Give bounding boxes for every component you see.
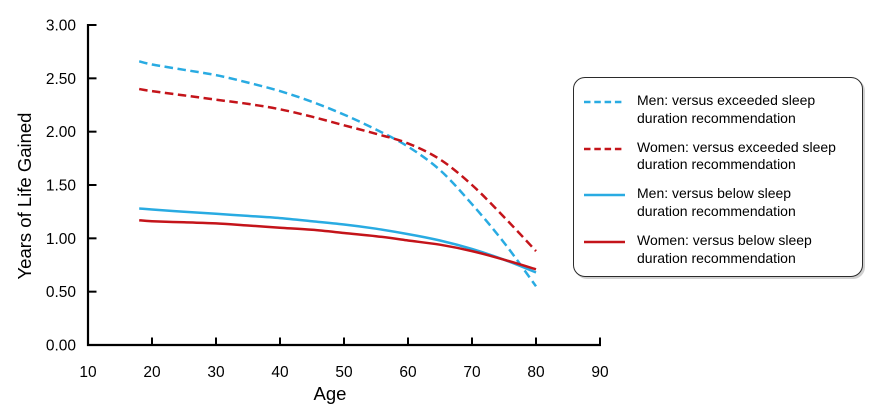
legend-line-sample-dashed	[584, 100, 625, 104]
legend-line-sample-solid	[584, 194, 625, 197]
y-axis-title: Years of Life Gained	[14, 112, 35, 280]
y-tick-label: 1.50	[46, 178, 77, 195]
series-line-men-exceeded	[138, 60, 538, 288]
x-tick-label: 90	[591, 364, 609, 381]
legend-item: Men: versus exceeded sleep duration recom…	[583, 92, 854, 127]
y-tick-label: 2.00	[46, 124, 77, 141]
series-line-men-below	[139, 207, 537, 274]
legend-label-line: Women: versus exceeded sleep	[637, 138, 836, 155]
x-tick-label: 80	[527, 364, 545, 381]
x-tick-label: 60	[399, 364, 417, 381]
legend-label-line: duration recommendation	[637, 109, 796, 126]
legend-item: Women: versus exceeded sleep duration rec…	[583, 139, 854, 174]
y-tick-label: 3.00	[46, 18, 77, 35]
x-tick-label: 30	[207, 364, 225, 381]
legend-item: Men: versus below sleep duration recommen…	[583, 185, 854, 220]
legend-item: Women: versus below sleep duration recomm…	[583, 232, 854, 267]
legend-label: Men: versus below sleep duration recommen…	[637, 185, 796, 220]
legend-label-line: duration recommendation	[637, 156, 796, 173]
legend-line-sample-dashed	[584, 147, 625, 150]
x-tick-label: 20	[143, 364, 161, 381]
x-tick-label: 50	[335, 364, 353, 381]
y-tick-label: 1.00	[46, 231, 77, 248]
series-line-women-exceeded	[138, 87, 537, 252]
y-tick-label: 0.00	[46, 338, 77, 355]
legend-label-line: Men: versus exceeded sleep	[637, 92, 816, 108]
legend-label-line: Women: versus below sleep	[637, 232, 812, 249]
axes-line	[86, 24, 601, 347]
legend-label-line: duration recommendation	[637, 202, 796, 219]
legend-label: Women: versus below sleep duration recomm…	[637, 232, 812, 267]
x-tick-label: 40	[271, 364, 289, 381]
legend-label-line: Men: versus below sleep	[637, 185, 792, 202]
legend-label: Men: versus exceeded sleep duration recom…	[637, 92, 815, 127]
x-axis-title: Age	[313, 383, 347, 404]
series-line-women-below	[139, 218, 537, 271]
y-tick-label: 2.50	[46, 71, 77, 88]
x-tick-label: 70	[463, 364, 481, 381]
x-tick-label: 10	[79, 364, 97, 381]
y-tick-label: 0.50	[46, 284, 77, 301]
legend-label-line: duration recommendation	[637, 249, 796, 266]
legend-line-sample-solid	[584, 240, 625, 244]
legend-label: Women: versus exceeded sleep duration rec…	[637, 139, 836, 174]
legend: Men: versus exceeded sleep duration recom…	[573, 77, 863, 277]
